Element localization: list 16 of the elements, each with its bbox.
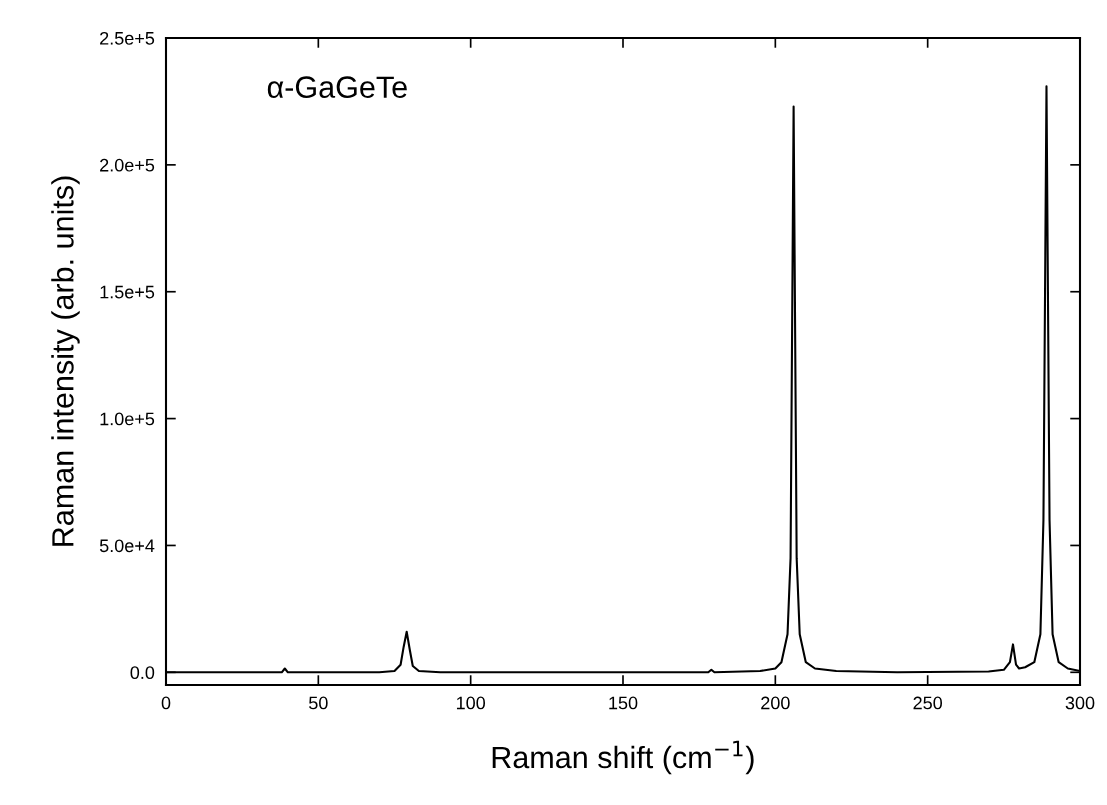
y-tick-label: 0.0 — [130, 666, 155, 680]
x-tick-label: 50 — [309, 696, 328, 710]
x-tick-label: 0 — [161, 696, 171, 710]
x-tick-label: 200 — [761, 696, 790, 710]
x-tick-label: 150 — [609, 696, 638, 710]
y-tick-label: 1.0e+5 — [100, 412, 155, 426]
y-tick-label: 2.0e+5 — [100, 158, 155, 172]
y-tick-label: 5.0e+4 — [99, 539, 155, 553]
x-axis-title: Raman shift (cm$^{−1}$) — [492, 740, 754, 775]
x-tick-label: 250 — [913, 696, 943, 710]
y-axis-title: Raman intensity (arb. units) — [51, 176, 80, 546]
y-tick-label: 2.5e+5 — [100, 31, 155, 45]
annotation: α-GaGeTe — [267, 76, 407, 98]
x-tick-label: 300 — [1065, 696, 1095, 710]
y-tick-label: 1.5e+5 — [100, 285, 155, 299]
x-tick-label: 100 — [456, 696, 486, 710]
